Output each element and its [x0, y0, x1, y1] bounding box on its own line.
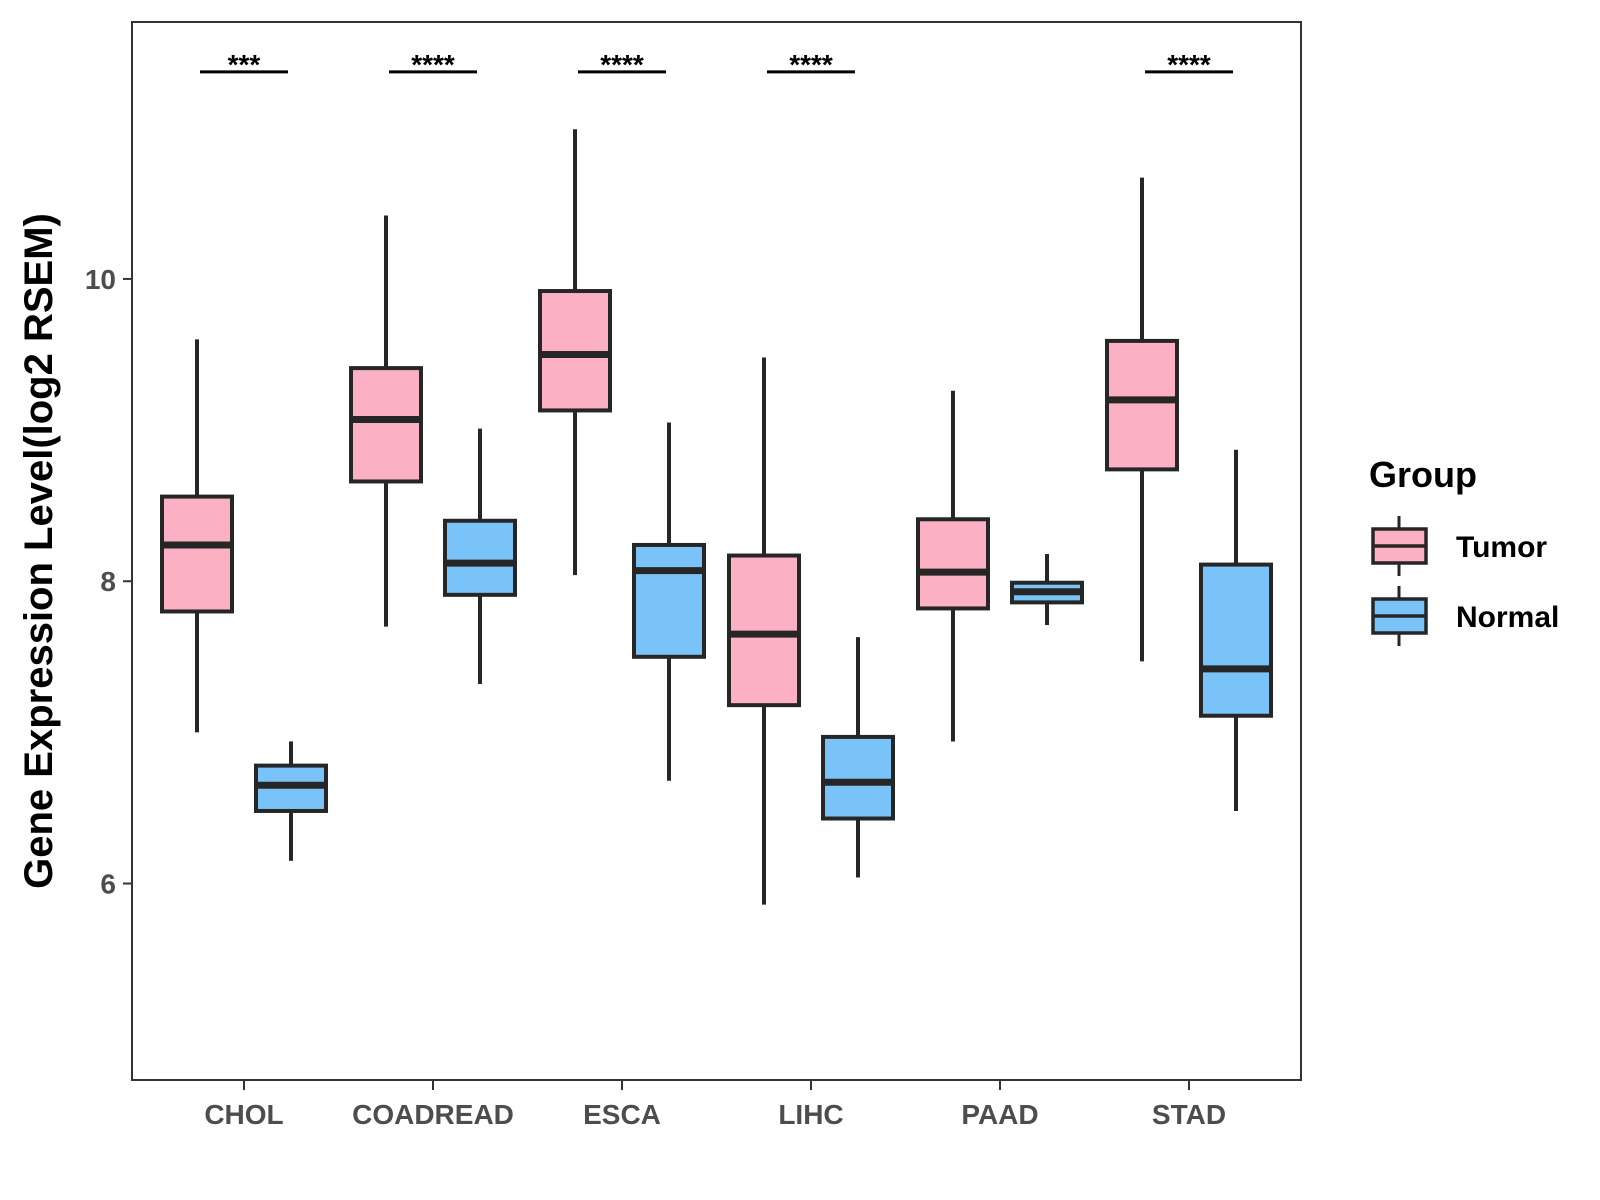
significance-label: **** [411, 49, 455, 80]
box-iqr [160, 494, 234, 614]
box-iqr [1199, 562, 1273, 718]
legend-item-tumor: Tumor [1371, 516, 1547, 576]
y-tick-label: 10 [85, 264, 116, 295]
x-tick-label: COADREAD [352, 1099, 514, 1130]
box-iqr [727, 553, 801, 708]
box-normal-coadread [443, 428, 517, 685]
box-tumor-lihc [727, 357, 801, 905]
plot-panel [131, 21, 1302, 1081]
x-tick-label: STAD [1152, 1099, 1226, 1130]
x-axis: CHOL COADREAD ESCA LIHC PAAD STAD [204, 1080, 1226, 1130]
legend-label: Normal [1456, 601, 1559, 634]
legend: Group Tumor Normal [1369, 454, 1559, 646]
legend-item-normal: Normal [1371, 586, 1559, 646]
box-iqr [821, 734, 895, 821]
box-normal-chol [254, 741, 328, 861]
box-normal-stad [1199, 449, 1273, 811]
series-tumor [160, 129, 1179, 905]
box-tumor-coadread [349, 215, 423, 627]
x-tick-label: LIHC [778, 1099, 843, 1130]
box-normal-paad [1010, 554, 1084, 626]
y-tick-label: 8 [100, 566, 116, 597]
series-normal [254, 422, 1273, 878]
y-axis-title: Gene Expression Level(log2 RSEM) [17, 213, 61, 889]
box-normal-esca [632, 422, 706, 781]
box-tumor-stad [1105, 177, 1179, 662]
box-iqr [538, 289, 612, 413]
box-tumor-paad [916, 390, 990, 742]
legend-label: Tumor [1456, 531, 1547, 564]
box-iqr [1105, 338, 1179, 472]
box-normal-lihc [821, 637, 895, 878]
box-iqr [349, 366, 423, 484]
box-iqr [632, 542, 706, 659]
box-series [160, 129, 1273, 905]
significance-annotations: *** **** **** **** **** [200, 49, 1233, 80]
x-tick-label: ESCA [583, 1099, 661, 1130]
y-axis: 6 8 10 [85, 264, 132, 900]
box-iqr [916, 517, 990, 611]
box-tumor-esca [538, 129, 612, 576]
significance-label: **** [600, 49, 644, 80]
x-tick-label: CHOL [204, 1099, 283, 1130]
y-tick-label: 6 [100, 869, 116, 900]
x-tick-label: PAAD [961, 1099, 1038, 1130]
box-iqr [443, 518, 517, 597]
significance-label: **** [789, 49, 833, 80]
legend-title: Group [1369, 454, 1477, 495]
significance-label: **** [1167, 49, 1211, 80]
significance-label: *** [228, 49, 261, 80]
box-tumor-chol [160, 339, 234, 733]
